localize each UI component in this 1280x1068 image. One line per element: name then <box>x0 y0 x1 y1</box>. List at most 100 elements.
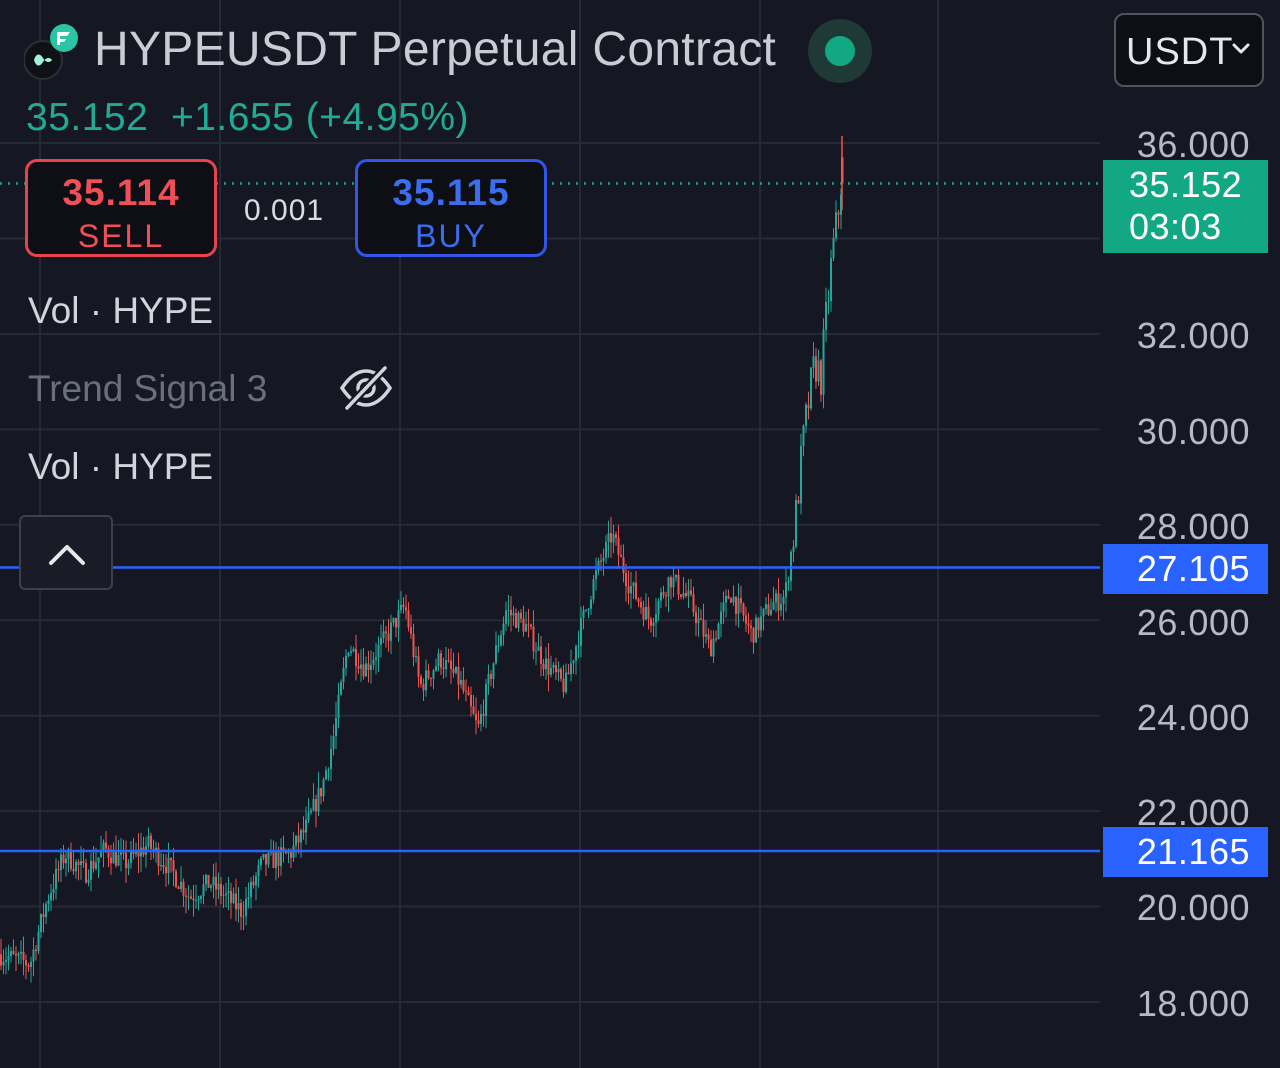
candle-up <box>435 666 437 671</box>
hline-price-tag[interactable]: 21.165 <box>1103 827 1268 877</box>
candle-down <box>457 666 460 685</box>
currency-label: USDT <box>1126 31 1234 73</box>
candle-down <box>707 634 710 640</box>
candle-down <box>35 949 37 952</box>
candle-down <box>157 847 160 867</box>
candle-up <box>317 788 320 812</box>
buy-price: 35.115 <box>392 172 510 213</box>
candle-up <box>830 258 832 302</box>
candle-up <box>737 598 740 614</box>
candle-down <box>122 852 125 854</box>
indicator-trend-signal[interactable]: Trend Signal 3 <box>28 368 268 409</box>
candle-up <box>160 865 162 867</box>
candle-down <box>252 881 255 886</box>
candle-up <box>570 663 572 675</box>
candle-down <box>692 594 695 612</box>
candle-down <box>745 615 747 624</box>
candle-up <box>780 604 782 611</box>
candle-up <box>782 596 785 605</box>
sell-button[interactable]: 35.114 SELL <box>25 159 217 257</box>
eye-off-icon[interactable] <box>338 364 394 412</box>
candle-down <box>515 613 517 628</box>
candle-down <box>57 869 60 871</box>
candle-down <box>110 857 112 864</box>
axis-tick: 22.000 <box>1136 792 1250 833</box>
currency-dropdown[interactable]: USDT <box>1114 13 1264 87</box>
candle-up <box>322 779 325 797</box>
candle-down <box>690 590 692 595</box>
hline-price-tag[interactable]: 27.105 <box>1103 544 1268 594</box>
candle-up <box>75 861 77 872</box>
candle-down <box>272 850 275 868</box>
spread-value: 0.001 <box>244 194 325 227</box>
candle-up <box>687 590 690 597</box>
candle-up <box>87 879 90 883</box>
candle-up <box>505 610 507 624</box>
candle-up <box>595 570 597 580</box>
candle-down <box>240 903 242 917</box>
candle-up <box>582 610 585 618</box>
candle-down <box>735 596 737 614</box>
candle-down <box>385 631 387 634</box>
candle-up <box>117 854 120 866</box>
candle-up <box>682 593 685 597</box>
candle-up <box>557 668 560 673</box>
candle-up <box>772 602 775 610</box>
candle-down <box>355 648 357 667</box>
candle-down <box>520 612 522 619</box>
chevron-up-icon <box>49 545 85 565</box>
candle-down <box>702 619 705 637</box>
candle-down <box>27 965 30 967</box>
candle-up <box>327 768 330 771</box>
candle-up <box>597 560 600 571</box>
candle-down <box>747 623 750 626</box>
symbol-title[interactable]: HYPEUSDT Perpetual Contract <box>94 23 777 76</box>
candle-down <box>510 609 512 616</box>
candle-down <box>685 593 687 597</box>
candle-down <box>727 595 730 599</box>
candle-down <box>427 670 430 679</box>
candle-up <box>460 680 462 685</box>
candle-down <box>527 624 530 626</box>
candle-down <box>562 678 565 693</box>
candle-up <box>497 645 500 647</box>
candle-up <box>755 617 757 643</box>
candle-down <box>547 658 550 675</box>
buy-button[interactable]: 35.115 BUY <box>355 159 547 257</box>
candle-up <box>372 659 375 665</box>
candle-up <box>652 622 655 626</box>
candle-down <box>600 560 602 562</box>
candle-down <box>152 848 155 851</box>
candle-up <box>657 600 660 615</box>
candle-down <box>115 850 117 866</box>
candle-up <box>45 904 47 918</box>
indicator-vol-hype-2[interactable]: Vol · HYPE <box>28 446 214 487</box>
candle-down <box>627 586 630 594</box>
candle-down <box>622 557 625 574</box>
indicator-vol-hype[interactable]: Vol · HYPE <box>28 290 214 331</box>
candle-up <box>237 903 240 910</box>
candle-down <box>15 954 17 956</box>
candle-down <box>207 874 210 888</box>
candle-down <box>320 788 322 797</box>
candle-up <box>267 852 270 865</box>
candle-down <box>357 666 360 669</box>
candle-down <box>0 954 2 966</box>
candle-down <box>555 664 557 673</box>
candle-down <box>85 862 87 883</box>
candle-down <box>560 668 562 679</box>
candle-down <box>315 799 317 812</box>
candle-down <box>150 835 152 849</box>
collapse-indicators-button[interactable] <box>19 515 113 590</box>
candle-up <box>340 682 342 695</box>
candle-down <box>642 607 645 620</box>
candle-up <box>127 862 130 869</box>
candle-up <box>552 664 555 668</box>
candle-down <box>677 574 680 595</box>
candle-up <box>822 329 825 395</box>
candle-down <box>640 602 642 608</box>
candle-down <box>467 691 470 696</box>
candle-down <box>170 857 172 860</box>
candle-down <box>62 854 65 864</box>
